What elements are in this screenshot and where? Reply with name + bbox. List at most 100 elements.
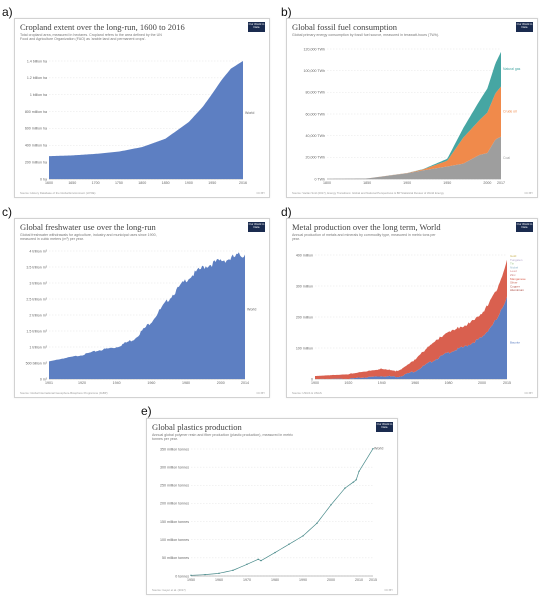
x-tick-label: 1980 — [445, 381, 453, 385]
y-tick-label: 50 million tonnes — [162, 556, 189, 560]
x-tick-label: 2010 — [355, 578, 363, 582]
y-tick-label: 0 tonnes — [175, 574, 189, 578]
y-tick-label: 600 million ha — [25, 127, 47, 131]
chart-subtitle: Annual production of metals and minerals… — [292, 233, 436, 242]
x-tick-label: 1960 — [147, 381, 155, 385]
x-tick-label: 2000 — [478, 381, 486, 385]
x-tick-label: 1850 — [363, 181, 371, 185]
chart-plot-b: 0 TWh 20,000 TWh 40,000 TWh 60,000 TWh 80,00… — [303, 47, 520, 185]
y-tick-label: 1.4 billion ha — [27, 59, 47, 63]
area-series-bauxite — [315, 296, 507, 379]
x-tick-label: 1940 — [378, 381, 386, 385]
y-tick-label: 1 trillion m³ — [29, 345, 47, 349]
chart-title: Cropland extent over the long-run, 1600 … — [20, 22, 185, 32]
data-point — [344, 487, 346, 489]
chart-plot-d: 0 100 million 200 million 300 million 400 mi… — [296, 253, 526, 385]
chart-title: Metal production over the long term, Wor… — [292, 222, 441, 232]
legend-entry: Tungsten — [510, 258, 523, 262]
y-tick-label: 250 million tonnes — [160, 484, 189, 488]
chart-license: CC BY — [524, 391, 533, 395]
series-label-world: World — [245, 111, 254, 115]
data-point — [372, 447, 374, 450]
chart-card-d: Metal production over the long term, Wor… — [286, 218, 538, 398]
panel-label-b: b) — [281, 5, 292, 19]
chart-plot-c: 0 m³ 500 billion m³ 1 trillion m³ 1.5 trill… — [26, 249, 257, 385]
x-tick-label: 1850 — [162, 181, 170, 185]
area-series-coal — [327, 136, 501, 179]
chart-license: CC BY — [384, 588, 393, 592]
data-point — [352, 481, 355, 483]
legend-entry: Zinc — [510, 273, 516, 277]
chart-license: CC BY — [524, 191, 533, 195]
data-point — [288, 543, 290, 545]
chart-subtitle: Total cropland area, measured in hectare… — [20, 33, 162, 42]
data-point — [190, 574, 192, 577]
series-label: Coal — [503, 156, 510, 160]
y-tick-label: 400 million — [296, 253, 313, 257]
y-tick-label: 4 trillion m³ — [29, 249, 47, 253]
x-tick-label: 1970 — [243, 578, 251, 582]
y-tick-label: 0 ha — [40, 177, 47, 181]
x-tick-label: 1950 — [187, 578, 195, 582]
chart-title: Global freshwater use over the long-run — [20, 222, 156, 232]
x-tick-label: 1800 — [323, 181, 331, 185]
chart-title: Global fossil fuel consumption — [292, 22, 398, 32]
area-series-world — [49, 61, 243, 179]
chart-subtitle: Global freshwater withdrawals for agricu… — [20, 233, 157, 242]
chart-license: CC BY — [256, 391, 265, 395]
y-tick-label: 200 million ha — [25, 160, 47, 164]
area-series-crude-oil — [327, 86, 501, 179]
owid-logo: Our World in Data — [248, 22, 265, 32]
legend-entry: Nickel — [510, 265, 519, 269]
line-series-world — [190, 448, 374, 576]
chart-subtitle: Global primary energy consumption by fos… — [292, 33, 440, 37]
data-point — [358, 470, 360, 473]
legend-entry: Copper — [510, 284, 520, 288]
y-tick-label: 1 billion ha — [30, 93, 47, 97]
y-tick-label: 2 trillion m³ — [29, 313, 47, 317]
y-tick-label: 150 million tonnes — [160, 520, 189, 524]
data-point — [355, 479, 357, 481]
x-tick-label: 1980 — [182, 381, 190, 385]
data-point — [302, 535, 304, 537]
x-tick-label: 1920 — [344, 381, 352, 385]
y-tick-label: 500 billion m³ — [26, 361, 48, 365]
data-point — [204, 573, 206, 576]
chart-source: Source: Geyer et al. (2017) — [152, 588, 186, 592]
y-tick-label: 300 million — [296, 284, 313, 288]
chart-card-b: Global fossil fuel consumption Global pr… — [286, 18, 538, 198]
x-tick-label: 1960 — [215, 578, 223, 582]
x-tick-label: 2000 — [327, 578, 335, 582]
series-label: Crude oil — [503, 110, 517, 114]
series-label-world: World — [247, 307, 256, 311]
x-tick-label: 2017 — [497, 181, 505, 185]
y-tick-label: 200 million tonnes — [160, 502, 189, 506]
legend-entry: Silver — [510, 281, 518, 285]
x-tick-label: 1900 — [403, 181, 411, 185]
data-point — [232, 569, 234, 572]
y-tick-label: 0 TWh — [314, 177, 325, 181]
chart-source: Source: USGS & USGS — [292, 391, 322, 395]
y-tick-label: 2.5 trillion m³ — [26, 297, 47, 301]
area-series-world — [49, 252, 245, 379]
x-tick-label: 1980 — [271, 578, 279, 582]
y-tick-label: 0 — [311, 377, 313, 381]
panel-label-a: a) — [2, 5, 13, 19]
panel-label-c: c) — [2, 205, 12, 219]
data-point — [260, 559, 262, 562]
y-tick-label: 3 trillion m³ — [29, 281, 47, 285]
legend-entry: Bauxite — [510, 341, 520, 345]
x-tick-label: 1920 — [78, 381, 86, 385]
chart-license: CC BY — [256, 191, 265, 195]
x-tick-label: 1990 — [299, 578, 307, 582]
x-tick-label: 1700 — [92, 181, 100, 185]
y-tick-label: 800 million ha — [25, 110, 47, 114]
y-tick-label: 0 m³ — [40, 377, 48, 381]
chart-source: Source: Global International Geosphere-B… — [20, 391, 108, 395]
y-tick-label: 60,000 TWh — [305, 112, 325, 116]
data-point — [330, 504, 332, 506]
chart-plot-e: 0 tonnes 50 million tonnes 100 million ton… — [160, 447, 383, 582]
legend-entry: Gold — [510, 254, 517, 258]
x-tick-label: 1900 — [311, 381, 319, 385]
y-tick-label: 20,000 TWh — [305, 156, 325, 160]
